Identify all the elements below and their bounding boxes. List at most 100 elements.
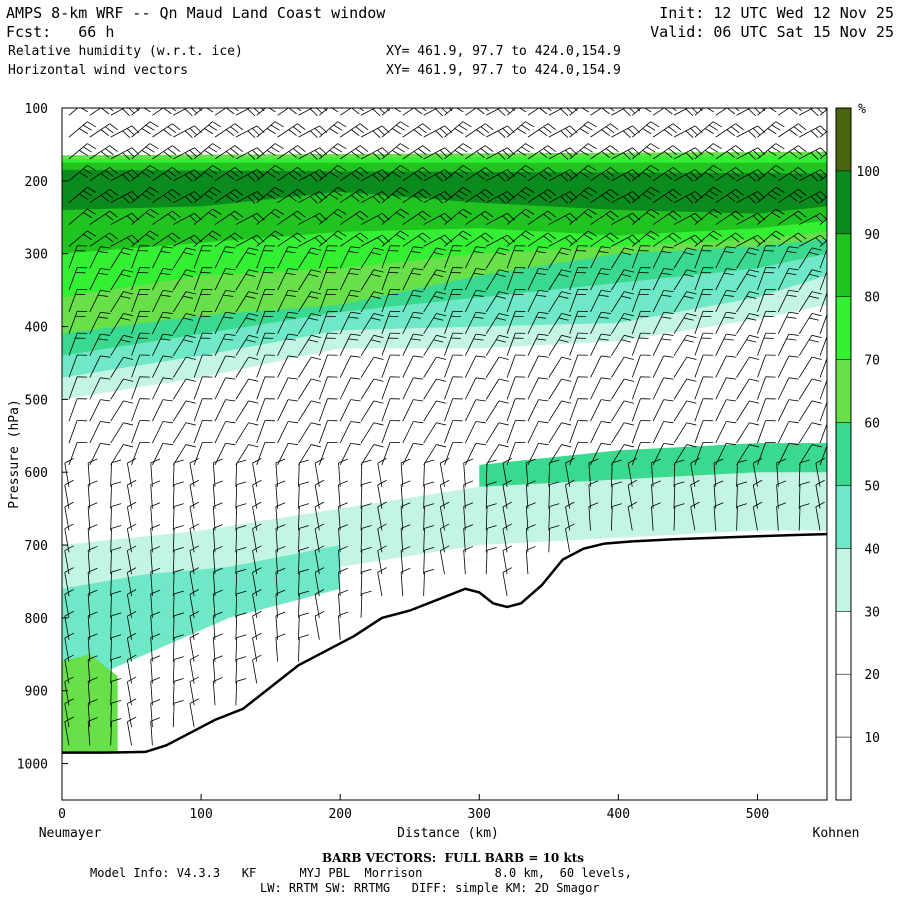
wind-barb xyxy=(631,310,651,334)
wind-barb xyxy=(298,291,321,313)
wind-barb xyxy=(172,313,196,335)
wind-barb xyxy=(110,634,122,662)
wind-barb xyxy=(131,376,150,400)
wind-barb xyxy=(715,145,744,160)
wind-barb xyxy=(235,459,247,487)
wind-barb xyxy=(506,143,535,160)
wind-barb xyxy=(212,458,223,487)
field-label-wind: Horizontal wind vectors xyxy=(8,63,189,78)
wind-barb xyxy=(757,441,776,466)
wind-barb xyxy=(652,311,674,334)
wind-barb xyxy=(381,186,410,204)
x-tick-label: 0 xyxy=(58,807,66,822)
wind-barb xyxy=(360,444,384,466)
wind-barb xyxy=(463,502,474,531)
wind-barb xyxy=(235,547,247,575)
wind-barb xyxy=(548,378,572,400)
wind-barb xyxy=(298,191,328,204)
wind-barb xyxy=(150,717,161,746)
wind-barb xyxy=(715,232,744,247)
wind-barb xyxy=(652,333,674,356)
wind-barb xyxy=(89,311,111,334)
wind-barb xyxy=(360,547,372,575)
wind-barb xyxy=(256,398,275,422)
wind-barb xyxy=(463,546,474,575)
y-tick-label: 500 xyxy=(25,393,48,408)
wind-barb xyxy=(235,525,247,553)
colorbar-tick-label: 90 xyxy=(864,228,880,243)
y-axis-label: Pressure (hPa) xyxy=(7,399,22,509)
wind-barb xyxy=(715,210,744,225)
wind-barb xyxy=(736,147,766,160)
wind-barb xyxy=(256,332,275,356)
wind-barb xyxy=(256,289,275,313)
wind-barb xyxy=(798,313,822,335)
wind-barb xyxy=(89,210,118,225)
wind-barb xyxy=(777,246,799,269)
wind-barb xyxy=(486,125,515,139)
wind-barb xyxy=(423,547,435,575)
wind-barb xyxy=(277,188,306,204)
wind-barb xyxy=(381,376,401,400)
wind-barb xyxy=(235,612,247,640)
wind-barb xyxy=(506,208,535,225)
wind-barb xyxy=(465,232,494,247)
wind-barb xyxy=(632,186,660,204)
wind-barb xyxy=(381,165,410,182)
wind-barb xyxy=(235,313,259,335)
wind-barb xyxy=(777,399,799,422)
y-tick-label: 400 xyxy=(25,321,48,336)
wind-barb xyxy=(525,480,536,509)
wind-barb xyxy=(673,356,697,378)
wind-barb xyxy=(360,356,384,378)
wind-barb xyxy=(68,289,88,313)
wind-barb xyxy=(152,421,173,444)
wind-barb xyxy=(110,590,122,618)
wind-barb xyxy=(87,567,98,597)
wind-barb xyxy=(131,441,150,466)
wind-barb xyxy=(632,121,660,138)
wind-barb xyxy=(588,502,599,531)
wind-barb xyxy=(110,547,122,575)
wind-barb xyxy=(318,376,338,400)
wind-barb xyxy=(377,567,387,597)
wind-barb xyxy=(277,311,299,334)
wind-barb xyxy=(715,268,737,291)
wind-barb xyxy=(277,268,299,291)
wind-barb xyxy=(423,378,447,400)
wind-barb xyxy=(565,523,575,553)
wind-barb xyxy=(338,589,348,618)
wind-barb xyxy=(673,147,703,160)
wind-barb xyxy=(673,313,697,335)
wind-barb xyxy=(172,422,196,444)
wind-barb xyxy=(527,123,557,138)
wind-barb xyxy=(400,502,411,531)
wind-barb xyxy=(275,567,286,597)
wind-barb xyxy=(402,108,431,116)
wind-barbs xyxy=(64,108,827,746)
colorbar-frame xyxy=(835,107,852,801)
wind-barb xyxy=(444,165,472,182)
wind-barb xyxy=(548,525,560,553)
wind-barb xyxy=(150,699,161,728)
wind-barb xyxy=(339,421,361,444)
wind-barb xyxy=(110,656,122,684)
wind-barb xyxy=(590,210,619,225)
wind-barb xyxy=(338,611,348,640)
colorbar-tick-label: 80 xyxy=(864,291,880,306)
wind-barb xyxy=(777,311,799,334)
wind-barb xyxy=(319,230,347,247)
wind-barb xyxy=(89,333,111,356)
wind-barb xyxy=(193,332,213,356)
wind-barb xyxy=(235,247,259,269)
wind-barb xyxy=(402,246,424,269)
wind-barb xyxy=(798,247,822,269)
wind-barb xyxy=(319,108,343,116)
wind-barb xyxy=(611,269,634,291)
wind-barb xyxy=(381,420,401,444)
wind-barb xyxy=(715,377,737,400)
wind-barb xyxy=(277,355,299,378)
wind-barb xyxy=(548,269,572,291)
wind-barb xyxy=(193,376,213,400)
wind-barb xyxy=(465,377,486,400)
